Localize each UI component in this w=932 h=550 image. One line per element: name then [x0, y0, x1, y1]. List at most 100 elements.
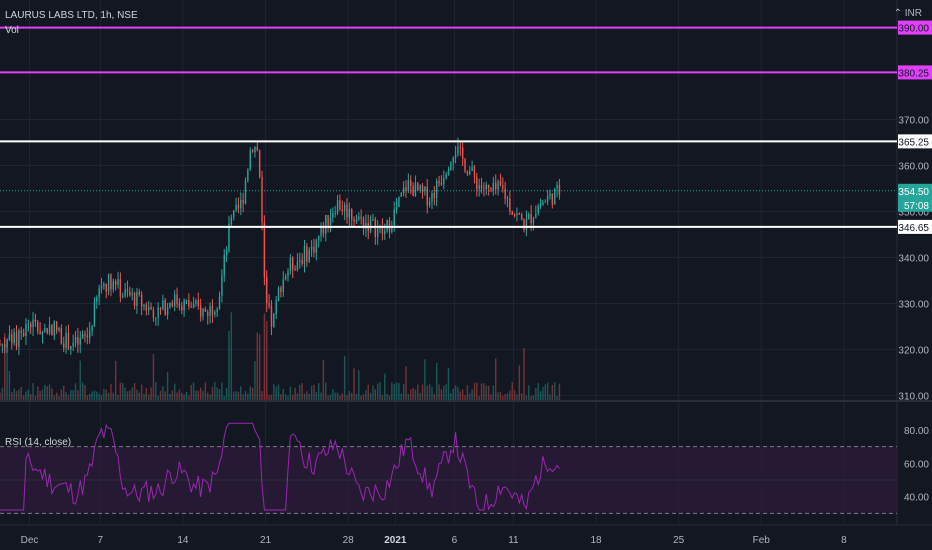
candle-body — [261, 177, 263, 223]
volume-bar — [261, 391, 263, 400]
volume-bar — [410, 389, 412, 400]
volume-bar — [294, 387, 296, 400]
bar-countdown-label: 57:08 — [904, 201, 929, 212]
volume-bar — [25, 391, 27, 400]
volume-bar — [476, 382, 478, 400]
candle-body — [51, 324, 53, 336]
volume-bar — [254, 361, 256, 400]
volume-bar — [230, 312, 233, 400]
candle-body — [209, 306, 211, 316]
candle-body — [140, 294, 143, 307]
candle-body — [495, 182, 497, 190]
volume-bar — [454, 385, 457, 400]
volume-bar — [100, 394, 103, 400]
volume-bar — [63, 385, 65, 400]
volume-bar — [169, 393, 171, 400]
candle-body — [391, 226, 393, 232]
volume-bar — [192, 382, 195, 400]
candle-body — [386, 220, 388, 231]
current-price-tag — [898, 183, 932, 212]
candle-body — [164, 300, 166, 315]
volume-bar — [511, 382, 513, 400]
candle-body — [20, 330, 22, 333]
volume-bar — [162, 386, 164, 400]
current-price-label: 354.50 — [898, 187, 929, 198]
volume-bar — [155, 382, 157, 400]
candle-body — [339, 199, 341, 210]
volume-bar — [351, 392, 353, 400]
candle-body — [306, 246, 308, 262]
candle-body — [542, 202, 544, 206]
volume-bar — [29, 394, 32, 400]
volume-bar — [247, 393, 249, 400]
candle-body — [131, 292, 133, 296]
candle-body — [244, 180, 247, 204]
volume-bar — [225, 387, 228, 400]
volume-bar — [202, 390, 204, 400]
candle-body — [461, 147, 464, 159]
volume-bar — [320, 392, 322, 400]
candle-body — [225, 250, 228, 256]
volume-bar — [237, 391, 240, 400]
volume-bar — [91, 391, 93, 400]
volume-bar — [374, 389, 377, 400]
volume-bar — [171, 390, 174, 400]
volume-bar — [216, 387, 218, 400]
volume-bar — [103, 388, 105, 400]
volume-bar — [79, 360, 81, 400]
candle-body — [256, 146, 259, 151]
volume-bar — [504, 394, 506, 400]
volume-bar — [447, 367, 450, 400]
volume-bar — [332, 389, 334, 400]
candle-body — [173, 294, 176, 307]
candle-body — [525, 218, 528, 230]
volume-bar — [124, 387, 126, 400]
volume-bar — [450, 393, 452, 400]
candle-body — [270, 306, 273, 327]
volume-bar — [240, 386, 242, 400]
candle-body — [55, 321, 58, 331]
candle-body — [152, 309, 155, 318]
candle-body — [428, 201, 431, 206]
candle-body — [176, 294, 178, 304]
candle-body — [183, 300, 185, 311]
volume-bar — [452, 388, 454, 400]
candle-body — [58, 327, 60, 331]
candle-body — [376, 228, 379, 237]
candle-body — [419, 185, 421, 191]
candle-body — [539, 205, 542, 207]
candle-body — [211, 306, 214, 315]
volume-bar — [197, 390, 199, 400]
volume-bar — [322, 359, 325, 400]
candle-body — [506, 198, 509, 200]
volume-bar — [185, 392, 188, 400]
candle-body — [289, 257, 292, 271]
candle-body — [15, 332, 18, 347]
volume-bar — [258, 334, 261, 400]
volume-bar — [39, 390, 41, 400]
candle-body — [438, 180, 440, 184]
volume-bar — [518, 365, 521, 400]
volume-bar — [110, 384, 112, 400]
volume-bar — [554, 382, 556, 400]
candle-body — [348, 209, 351, 218]
volume-bar — [483, 383, 485, 400]
volume-bar — [343, 355, 346, 400]
candle-body — [549, 193, 551, 197]
volume-bar — [395, 382, 398, 400]
candle-body — [39, 330, 41, 335]
volume-bar — [53, 395, 56, 400]
candle-body — [29, 323, 32, 328]
candle-body — [351, 209, 353, 220]
candle-body — [88, 331, 91, 338]
candle-body — [502, 185, 504, 189]
volume-bar — [32, 383, 34, 400]
currency-label[interactable]: ⌃ INR — [894, 8, 922, 19]
candle-body — [195, 300, 197, 304]
volume-bar — [235, 391, 237, 400]
candle-body — [407, 180, 410, 192]
volume-bar — [497, 392, 499, 400]
volume-bar — [306, 391, 308, 400]
candle-body — [199, 305, 202, 317]
